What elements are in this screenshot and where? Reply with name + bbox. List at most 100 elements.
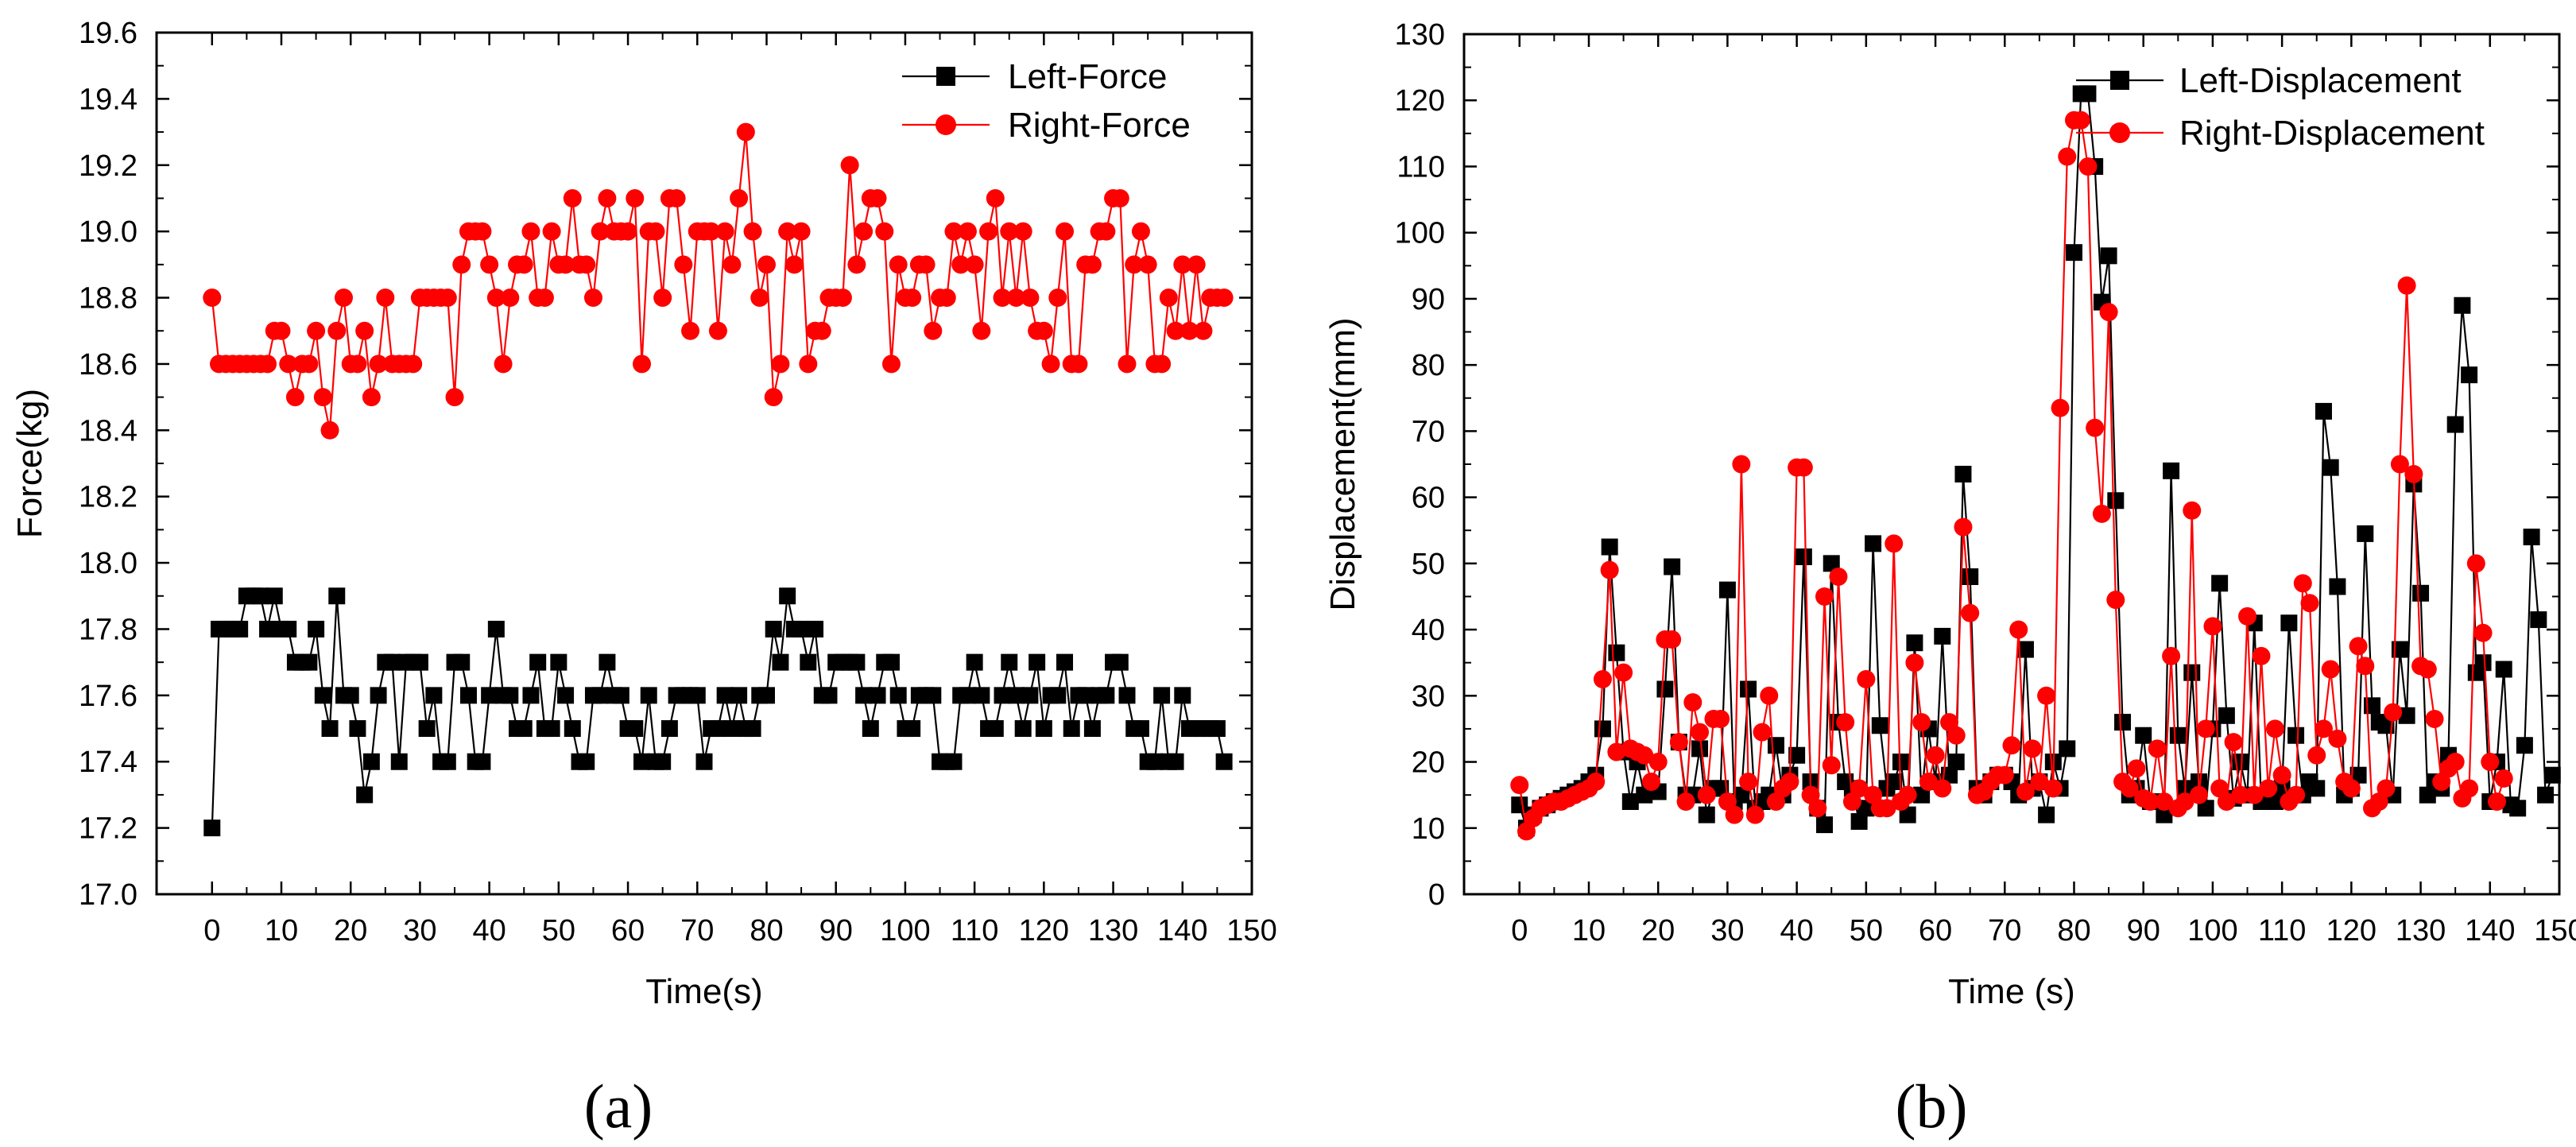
- data-point: [1607, 742, 1626, 761]
- legend-marker: [936, 67, 955, 86]
- y-tick-label: 19.2: [79, 149, 138, 183]
- data-point: [480, 255, 499, 274]
- data-point: [1919, 773, 1938, 792]
- data-point: [2038, 806, 2055, 823]
- data-point: [1083, 255, 1102, 274]
- data-point: [2419, 786, 2436, 804]
- data-point: [543, 720, 560, 738]
- data-point: [743, 222, 762, 241]
- data-point: [203, 289, 222, 308]
- data-point: [1794, 458, 1813, 477]
- data-point: [300, 355, 319, 374]
- data-point: [473, 222, 492, 241]
- data-point: [862, 720, 879, 738]
- x-tick-label: 60: [1919, 914, 1952, 947]
- data-point: [1194, 321, 1213, 340]
- data-point: [2516, 737, 2533, 754]
- data-point: [384, 653, 401, 671]
- data-point: [1000, 222, 1019, 241]
- data-point: [2321, 660, 2340, 679]
- data-point: [2322, 459, 2339, 476]
- data-point: [2412, 584, 2430, 602]
- data-point: [688, 687, 706, 704]
- data-point: [501, 289, 520, 308]
- data-point: [308, 620, 325, 637]
- data-point: [840, 156, 859, 175]
- data-point: [314, 687, 331, 704]
- data-point: [265, 587, 283, 605]
- data-point: [515, 720, 533, 738]
- data-point: [445, 388, 464, 407]
- data-point: [2211, 575, 2229, 592]
- data-point: [681, 321, 700, 340]
- data-point: [557, 687, 575, 704]
- data-point: [1614, 663, 1633, 682]
- data-point: [966, 653, 983, 671]
- x-tick-label: 60: [611, 914, 645, 947]
- data-point: [1816, 816, 1834, 834]
- y-tick-label: 19.4: [79, 83, 138, 116]
- data-point: [279, 355, 298, 374]
- data-point: [2404, 464, 2423, 483]
- data-point: [2106, 591, 2125, 610]
- data-point: [889, 687, 907, 704]
- data-point: [1007, 687, 1025, 704]
- data-point: [1153, 687, 1171, 704]
- data-point: [2461, 366, 2478, 384]
- data-point: [2349, 766, 2367, 784]
- data-point: [792, 222, 811, 241]
- y-tick-label: 80: [1412, 349, 1445, 382]
- data-point: [1594, 720, 1611, 738]
- data-point: [1815, 587, 1834, 606]
- data-point: [779, 587, 796, 605]
- data-point: [349, 720, 366, 738]
- data-point: [2509, 800, 2527, 817]
- data-point: [1850, 812, 1868, 830]
- data-point: [2245, 785, 2264, 804]
- data-point: [459, 687, 477, 704]
- data-point: [2390, 455, 2409, 474]
- data-point: [994, 687, 1011, 704]
- data-point: [334, 289, 353, 308]
- data-point: [2016, 782, 2035, 801]
- data-point: [2218, 707, 2235, 724]
- data-point: [577, 255, 596, 274]
- data-point: [1995, 765, 2014, 785]
- data-point: [231, 620, 249, 637]
- data-point: [965, 255, 984, 274]
- data-point: [1718, 581, 1736, 599]
- data-point: [2162, 646, 2181, 665]
- data-point: [1732, 455, 1751, 474]
- y-tick-label: 120: [1395, 84, 1445, 118]
- data-point: [1885, 773, 1903, 791]
- data-point: [1593, 670, 1612, 688]
- data-point: [778, 222, 797, 241]
- data-point: [2078, 157, 2098, 176]
- x-tick-label: 100: [2187, 914, 2237, 947]
- data-point: [1648, 753, 1668, 772]
- y-tick-label: 90: [1412, 283, 1445, 316]
- x-tick-label: 100: [880, 914, 930, 947]
- x-tick-label: 90: [819, 914, 853, 947]
- data-point: [799, 355, 818, 374]
- data-point: [487, 620, 505, 637]
- data-point: [1656, 680, 1674, 698]
- y-tick-label: 18.4: [79, 414, 138, 448]
- data-point: [1926, 746, 1945, 765]
- data-point: [1865, 535, 1882, 552]
- data-point: [1698, 806, 1715, 823]
- data-point: [1739, 773, 1758, 792]
- x-tick-label: 0: [203, 914, 220, 947]
- data-point: [854, 222, 874, 241]
- data-point: [1857, 670, 1876, 688]
- data-point: [674, 255, 693, 274]
- y-tick-label: 18.8: [79, 282, 138, 316]
- data-point: [2071, 110, 2090, 130]
- data-point: [945, 753, 963, 770]
- data-point: [951, 255, 970, 274]
- data-point: [1028, 653, 1046, 671]
- data-point: [1021, 289, 1040, 308]
- y-tick-label: 18.0: [79, 547, 138, 580]
- data-point: [2100, 247, 2117, 265]
- data-point: [1663, 630, 1682, 649]
